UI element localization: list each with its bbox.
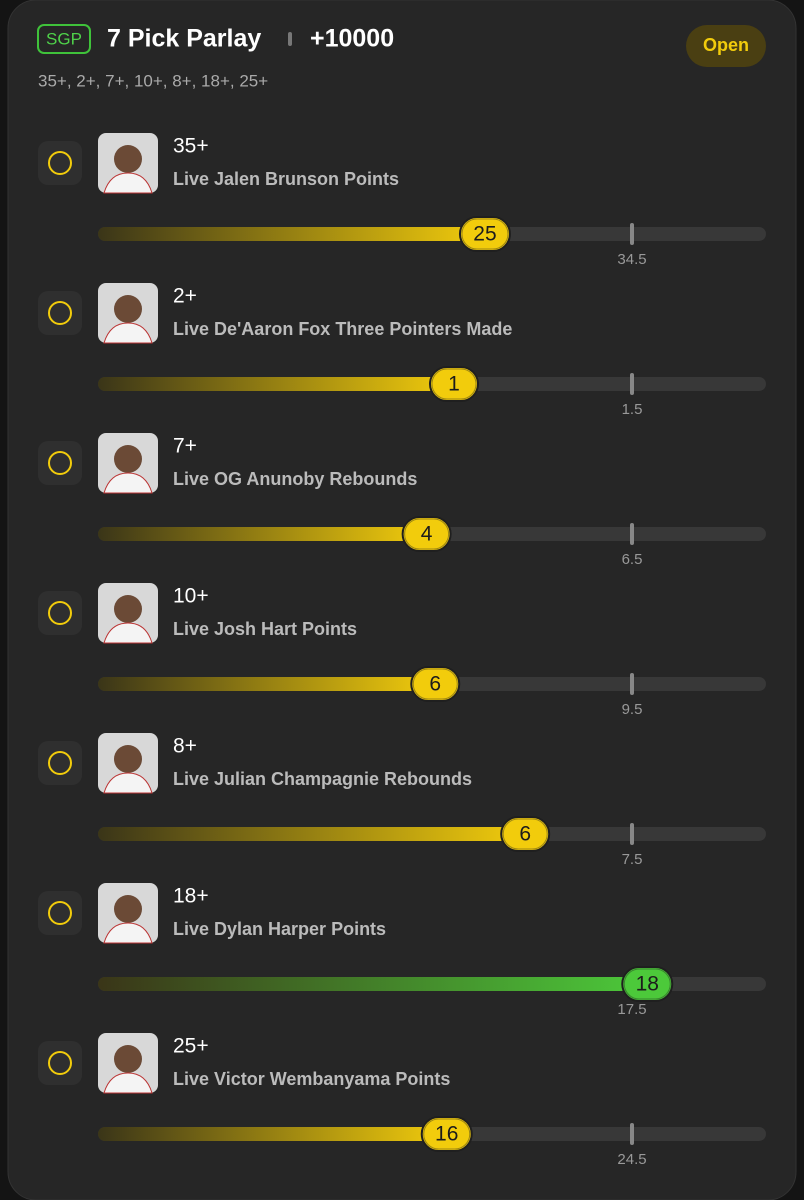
select-circle[interactable] <box>48 751 72 775</box>
current-bubble <box>500 816 551 852</box>
avatar-head <box>114 745 142 773</box>
current-value: 6 <box>429 673 441 696</box>
avatar-jersey <box>103 772 153 794</box>
progress-fill <box>98 227 485 241</box>
current-bubble <box>420 1116 473 1152</box>
current-value: 1 <box>448 373 460 396</box>
avatar-jersey <box>103 472 153 494</box>
current-value: 25 <box>473 223 496 246</box>
line-label: 24.5 <box>617 1151 646 1168</box>
current-bubble <box>429 366 479 402</box>
avatar-jersey <box>103 172 153 194</box>
separator <box>288 32 292 46</box>
select-circle[interactable] <box>48 901 72 925</box>
select-box[interactable] <box>38 591 82 635</box>
progress-fill <box>98 977 648 991</box>
select-circle[interactable] <box>48 601 72 625</box>
select-box[interactable] <box>38 741 82 785</box>
parlay-title: 7 Pick Parlay <box>107 25 261 53</box>
progress-fill <box>98 827 526 841</box>
select-circle[interactable] <box>48 1051 72 1075</box>
current-bubble-inner <box>502 818 548 850</box>
avatar-head <box>114 1045 142 1073</box>
badge-text: SGP <box>46 29 82 48</box>
avatar-head <box>114 445 142 473</box>
line-tick <box>630 673 634 695</box>
parlay-odds: +10000 <box>310 25 394 53</box>
avatar-jersey <box>103 622 153 644</box>
current-bubble-inner <box>623 968 671 1000</box>
leg-target: 18+ <box>173 885 209 908</box>
line-label: 9.5 <box>622 701 643 718</box>
select-circle[interactable] <box>48 301 72 325</box>
current-bubble <box>401 516 452 552</box>
leg-label: Live Dylan Harper Points <box>173 919 386 939</box>
leg-label: Live Josh Hart Points <box>173 619 357 639</box>
avatar-head <box>114 595 142 623</box>
avatar-head <box>114 145 142 173</box>
avatar-jersey <box>103 922 153 944</box>
avatar-jersey <box>103 1072 153 1094</box>
progress-fill <box>98 377 454 391</box>
summary: 35+, 2+, 7+, 10+, 8+, 18+, 25+ <box>38 71 268 90</box>
avatar-head <box>114 295 142 323</box>
leg-label: Live Julian Champagnie Rebounds <box>173 769 472 789</box>
current-value: 18 <box>636 973 659 996</box>
line-tick <box>630 373 634 395</box>
current-value: 4 <box>421 523 433 546</box>
line-tick <box>630 523 634 545</box>
line-label: 17.5 <box>617 1001 646 1018</box>
status-pill[interactable] <box>686 25 766 67</box>
leg-label: Live De'Aaron Fox Three Pointers Made <box>173 319 512 339</box>
sgp-badge <box>37 24 91 54</box>
leg-label: Live Jalen Brunson Points <box>173 169 399 189</box>
select-circle[interactable] <box>48 451 72 475</box>
current-bubble-inner <box>431 368 477 400</box>
current-bubble <box>410 666 461 702</box>
current-bubble <box>621 966 674 1002</box>
line-tick <box>630 223 634 245</box>
line-label: 34.5 <box>617 251 646 268</box>
leg-target: 10+ <box>173 585 209 608</box>
current-bubble <box>458 216 511 252</box>
progress-fill <box>98 677 436 691</box>
select-box[interactable] <box>38 141 82 185</box>
line-label: 7.5 <box>622 851 643 868</box>
leg-label: Live OG Anunoby Rebounds <box>173 469 417 489</box>
status-text[interactable]: Open <box>703 35 749 55</box>
card <box>7 0 797 1200</box>
current-bubble-inner <box>461 218 509 250</box>
select-box[interactable] <box>38 291 82 335</box>
current-bubble-inner <box>423 1118 471 1150</box>
progress-fill <box>98 527 427 541</box>
leg-target: 8+ <box>173 735 197 758</box>
progress-fill <box>98 1127 447 1141</box>
current-value: 6 <box>519 823 531 846</box>
legs: 35+ Live Jalen Brunson Points 34.5 25 2+ Live… <box>38 133 766 1168</box>
current-value: 16 <box>435 1123 458 1146</box>
line-tick <box>630 823 634 845</box>
leg-target: 7+ <box>173 435 197 458</box>
select-box[interactable] <box>38 441 82 485</box>
line-label: 1.5 <box>622 401 643 418</box>
leg-target: 35+ <box>173 135 209 158</box>
leg-label: Live Victor Wembanyama Points <box>173 1069 450 1089</box>
select-circle[interactable] <box>48 151 72 175</box>
line-tick <box>630 1123 634 1145</box>
leg-target: 25+ <box>173 1035 209 1058</box>
select-box[interactable] <box>38 891 82 935</box>
select-box[interactable] <box>38 1041 82 1085</box>
avatar-jersey <box>103 322 153 344</box>
leg-target: 2+ <box>173 285 197 308</box>
line-label: 6.5 <box>622 551 643 568</box>
current-bubble-inner <box>404 518 450 550</box>
current-bubble-inner <box>412 668 458 700</box>
avatar-head <box>114 895 142 923</box>
